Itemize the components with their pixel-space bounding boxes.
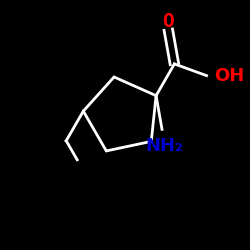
Text: OH: OH xyxy=(214,66,244,84)
Text: O: O xyxy=(162,12,174,31)
Text: NH₂: NH₂ xyxy=(146,137,184,155)
